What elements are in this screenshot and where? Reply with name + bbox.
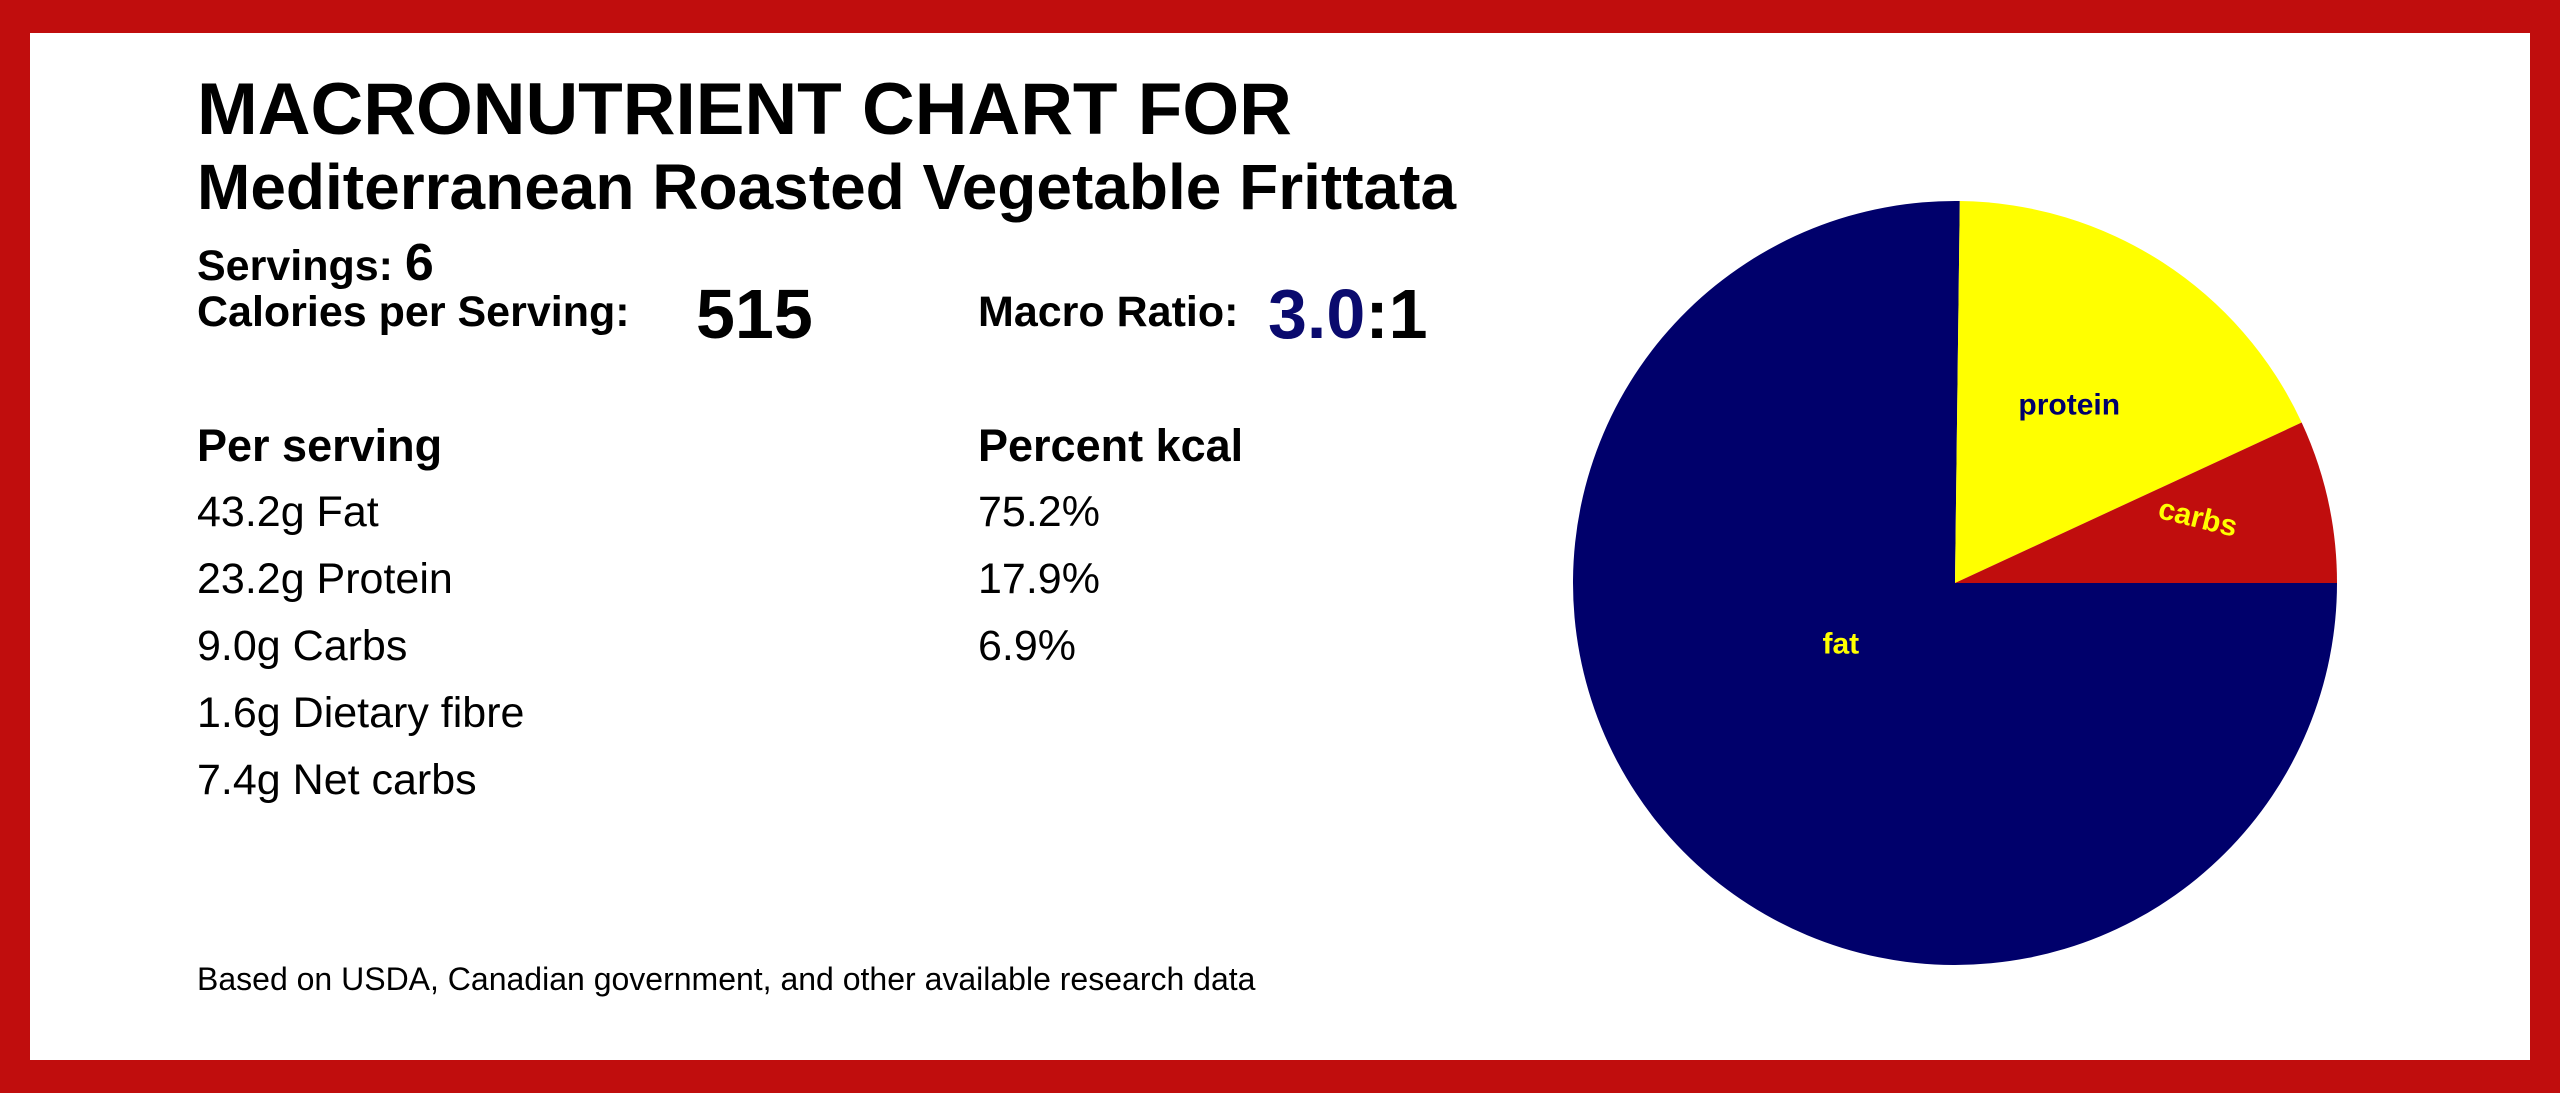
percent-kcal-heading: Percent kcal (978, 420, 1244, 471)
calories-value: 515 (696, 275, 813, 353)
pie-slice-protein (1955, 201, 2302, 584)
pie-slice-fat (1573, 200, 2337, 965)
pie-label-fat: fat (1823, 628, 1860, 661)
macro-ratio-suffix: :1 (1365, 275, 1428, 353)
per-serving-row-fibre: 1.6g Dietary fibre (197, 689, 525, 737)
macro-ratio-numerator: 3.0 (1268, 275, 1366, 353)
per-serving-row-net-carbs: 7.4g Net carbs (197, 756, 477, 804)
macro-ratio-value: 3.0:1 (1268, 279, 1428, 349)
servings-label: Servings: (197, 242, 393, 290)
footnote: Based on USDA, Canadian government, and … (197, 961, 1256, 997)
per-serving-row-carbs: 9.0g Carbs (197, 622, 408, 670)
chart-title: MACRONUTRIENT CHART FOR (197, 69, 1292, 150)
per-serving-row-protein: 23.2g Protein (197, 555, 453, 603)
servings-value: 6 (404, 234, 434, 292)
macro-ratio-label: Macro Ratio: (978, 288, 1239, 336)
percent-kcal-row-fat: 75.2% (978, 488, 1100, 536)
calories-label: Calories per Serving: (197, 288, 630, 336)
servings-row: Servings: 6 (197, 237, 434, 289)
recipe-name: Mediterranean Roasted Vegetable Frittata (197, 151, 1457, 223)
pie-slice-carbs (1955, 422, 2337, 583)
per-serving-heading: Per serving (197, 420, 443, 471)
percent-kcal-row-carbs: 6.9% (978, 622, 1077, 670)
percent-kcal-row-protein: 17.9% (978, 555, 1100, 603)
macronutrient-card: MACRONUTRIENT CHART FOR Mediterranean Ro… (30, 33, 2530, 1060)
per-serving-row-fat: 43.2g Fat (197, 488, 379, 536)
pie-label-protein: protein (2018, 389, 2120, 422)
